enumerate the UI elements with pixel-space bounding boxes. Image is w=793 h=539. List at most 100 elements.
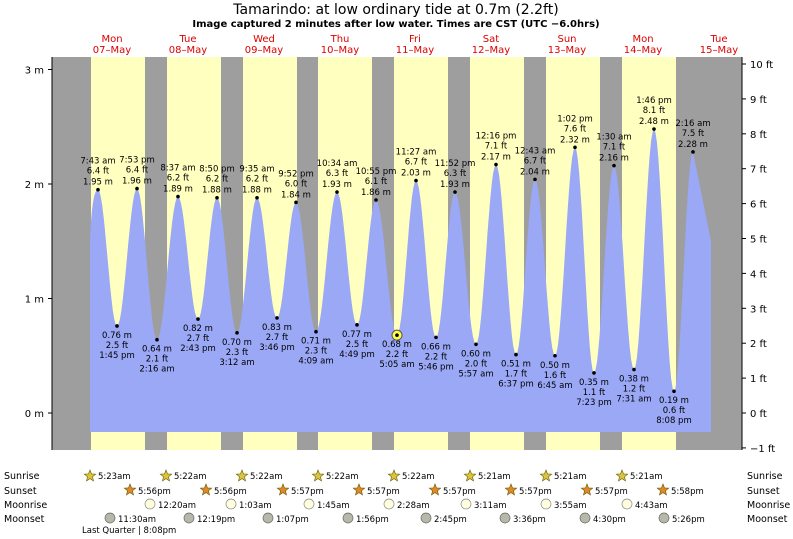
high-time-label: 1:02 pm — [557, 114, 592, 124]
row-label-right: Sunrise — [747, 471, 783, 482]
moonset-icon — [342, 512, 354, 524]
low-feet-label: 2.5 ft — [106, 341, 129, 351]
extreme-point — [374, 198, 378, 202]
extreme-point — [632, 367, 636, 372]
y-tick-label-right: 3 ft — [750, 304, 767, 315]
extreme-point — [155, 337, 159, 342]
extreme-point — [335, 190, 339, 194]
sunset-time: 5:57pm — [291, 487, 324, 497]
low-time-label: 2:43 pm — [180, 344, 215, 354]
low-meters-label: 0.60 m — [461, 349, 491, 359]
low-meters-label: 0.38 m — [619, 374, 649, 384]
moonrise-time: 12:20am — [158, 501, 196, 511]
day-name: Fri — [409, 34, 421, 45]
low-feet-label: 2.7 ft — [187, 334, 210, 344]
extreme-point — [115, 324, 119, 328]
low-time-label: 3:12 am — [219, 358, 254, 368]
row-label-left: Sunrise — [4, 471, 40, 482]
low-time-label: 8:08 pm — [656, 416, 691, 426]
day-name: Mon — [101, 34, 122, 45]
day-name: Sun — [557, 34, 576, 45]
high-feet-label: 6.2 ft — [206, 175, 229, 185]
low-feet-label: 2.7 ft — [266, 333, 289, 343]
high-feet-label: 8.1 ft — [643, 106, 666, 116]
day-labels: Mon07–MayTue08–MayWed09–MayThu10–MayFri1… — [93, 34, 738, 56]
moonrise-time: 3:55am — [554, 501, 587, 511]
row-label-right: Sunset — [747, 486, 780, 497]
extreme-point — [553, 353, 557, 358]
high-feet-label: 6.1 ft — [365, 177, 388, 187]
high-feet-label: 7.5 ft — [682, 129, 705, 139]
high-meters-label: 2.17 m — [481, 153, 511, 163]
high-time-label: 2:16 am — [675, 119, 710, 129]
sunrise-icon — [311, 469, 325, 482]
day-date: 13–May — [548, 45, 586, 56]
sunrise-time: 5:22am — [402, 472, 435, 482]
high-meters-label: 2.16 m — [599, 154, 629, 164]
extreme-point — [135, 186, 139, 191]
low-feet-label: 2.3 ft — [305, 347, 328, 357]
chart-title: Tamarindo: at low ordinary tide at 0.7m … — [232, 2, 558, 18]
low-meters-label: 0.71 m — [301, 337, 331, 347]
moonset-time: 2:45pm — [434, 515, 467, 525]
high-meters-label: 1.88 m — [242, 186, 272, 196]
moonset-time: 3:36pm — [513, 515, 546, 525]
moonrise-time: 1:03am — [239, 501, 272, 511]
row-label-left: Moonset — [4, 514, 45, 525]
high-time-label: 1:46 pm — [636, 96, 671, 106]
low-meters-label: 0.50 m — [540, 361, 570, 371]
low-time-label: 7:23 pm — [576, 398, 611, 408]
extreme-point — [275, 316, 279, 320]
high-meters-label: 2.04 m — [520, 167, 550, 177]
moonset-time: 1:07pm — [276, 515, 309, 525]
extreme-point — [196, 317, 200, 321]
moonset-icon — [658, 512, 670, 524]
extreme-point — [96, 187, 100, 192]
sunset-time: 5:56pm — [138, 487, 171, 497]
moonrise-icon — [383, 498, 395, 510]
day-date: 08–May — [169, 45, 207, 56]
high-meters-label: 1.93 m — [322, 180, 352, 190]
high-meters-label: 2.28 m — [678, 140, 708, 150]
extreme-point — [494, 162, 498, 167]
low-time-label: 4:49 pm — [339, 350, 374, 360]
high-time-label: 8:50 pm — [199, 165, 234, 175]
sunset-icon — [276, 483, 290, 496]
high-feet-label: 7.6 ft — [564, 124, 587, 134]
extreme-point — [514, 352, 518, 357]
sunrise-icon — [235, 469, 249, 482]
low-meters-label: 0.77 m — [342, 330, 372, 340]
high-feet-label: 6.7 ft — [405, 158, 428, 168]
y-tick-label-right: 8 ft — [750, 130, 767, 141]
moonset-icon — [104, 512, 116, 524]
extreme-point — [533, 177, 537, 182]
day-date: 11–May — [396, 45, 434, 56]
low-feet-label: 1.2 ft — [623, 384, 646, 394]
moon-phase: Last Quarter | 8:08pm — [82, 526, 176, 536]
high-meters-label: 1.86 m — [361, 188, 391, 198]
extreme-point — [255, 195, 259, 200]
extreme-point — [474, 342, 478, 347]
high-meters-label: 1.88 m — [202, 186, 232, 196]
high-time-label: 7:43 am — [80, 157, 115, 167]
low-meters-label: 0.51 m — [501, 360, 531, 370]
moonrise-time: 3:11am — [474, 501, 507, 511]
low-time-label: 6:45 am — [537, 381, 572, 391]
sunrise-time: 5:21am — [630, 472, 663, 482]
high-time-label: 10:55 pm — [356, 167, 397, 177]
low-feet-label: 2.3 ft — [226, 348, 249, 358]
high-meters-label: 2.32 m — [560, 135, 590, 145]
low-time-label: 4:09 am — [298, 357, 333, 367]
chart-subtitle: Image captured 2 minutes after low water… — [192, 19, 599, 30]
low-time-label: 5:57 am — [458, 369, 493, 379]
moonset-time: 11:30am — [118, 515, 156, 525]
y-tick-label-right: 1 ft — [750, 374, 767, 385]
high-meters-label: 1.95 m — [83, 178, 113, 188]
moonrise-icon — [144, 498, 156, 510]
high-meters-label: 2.03 m — [401, 169, 431, 179]
sunset-icon — [428, 483, 442, 496]
extreme-point — [294, 200, 298, 205]
extreme-point — [453, 190, 457, 194]
extreme-point — [652, 127, 656, 131]
